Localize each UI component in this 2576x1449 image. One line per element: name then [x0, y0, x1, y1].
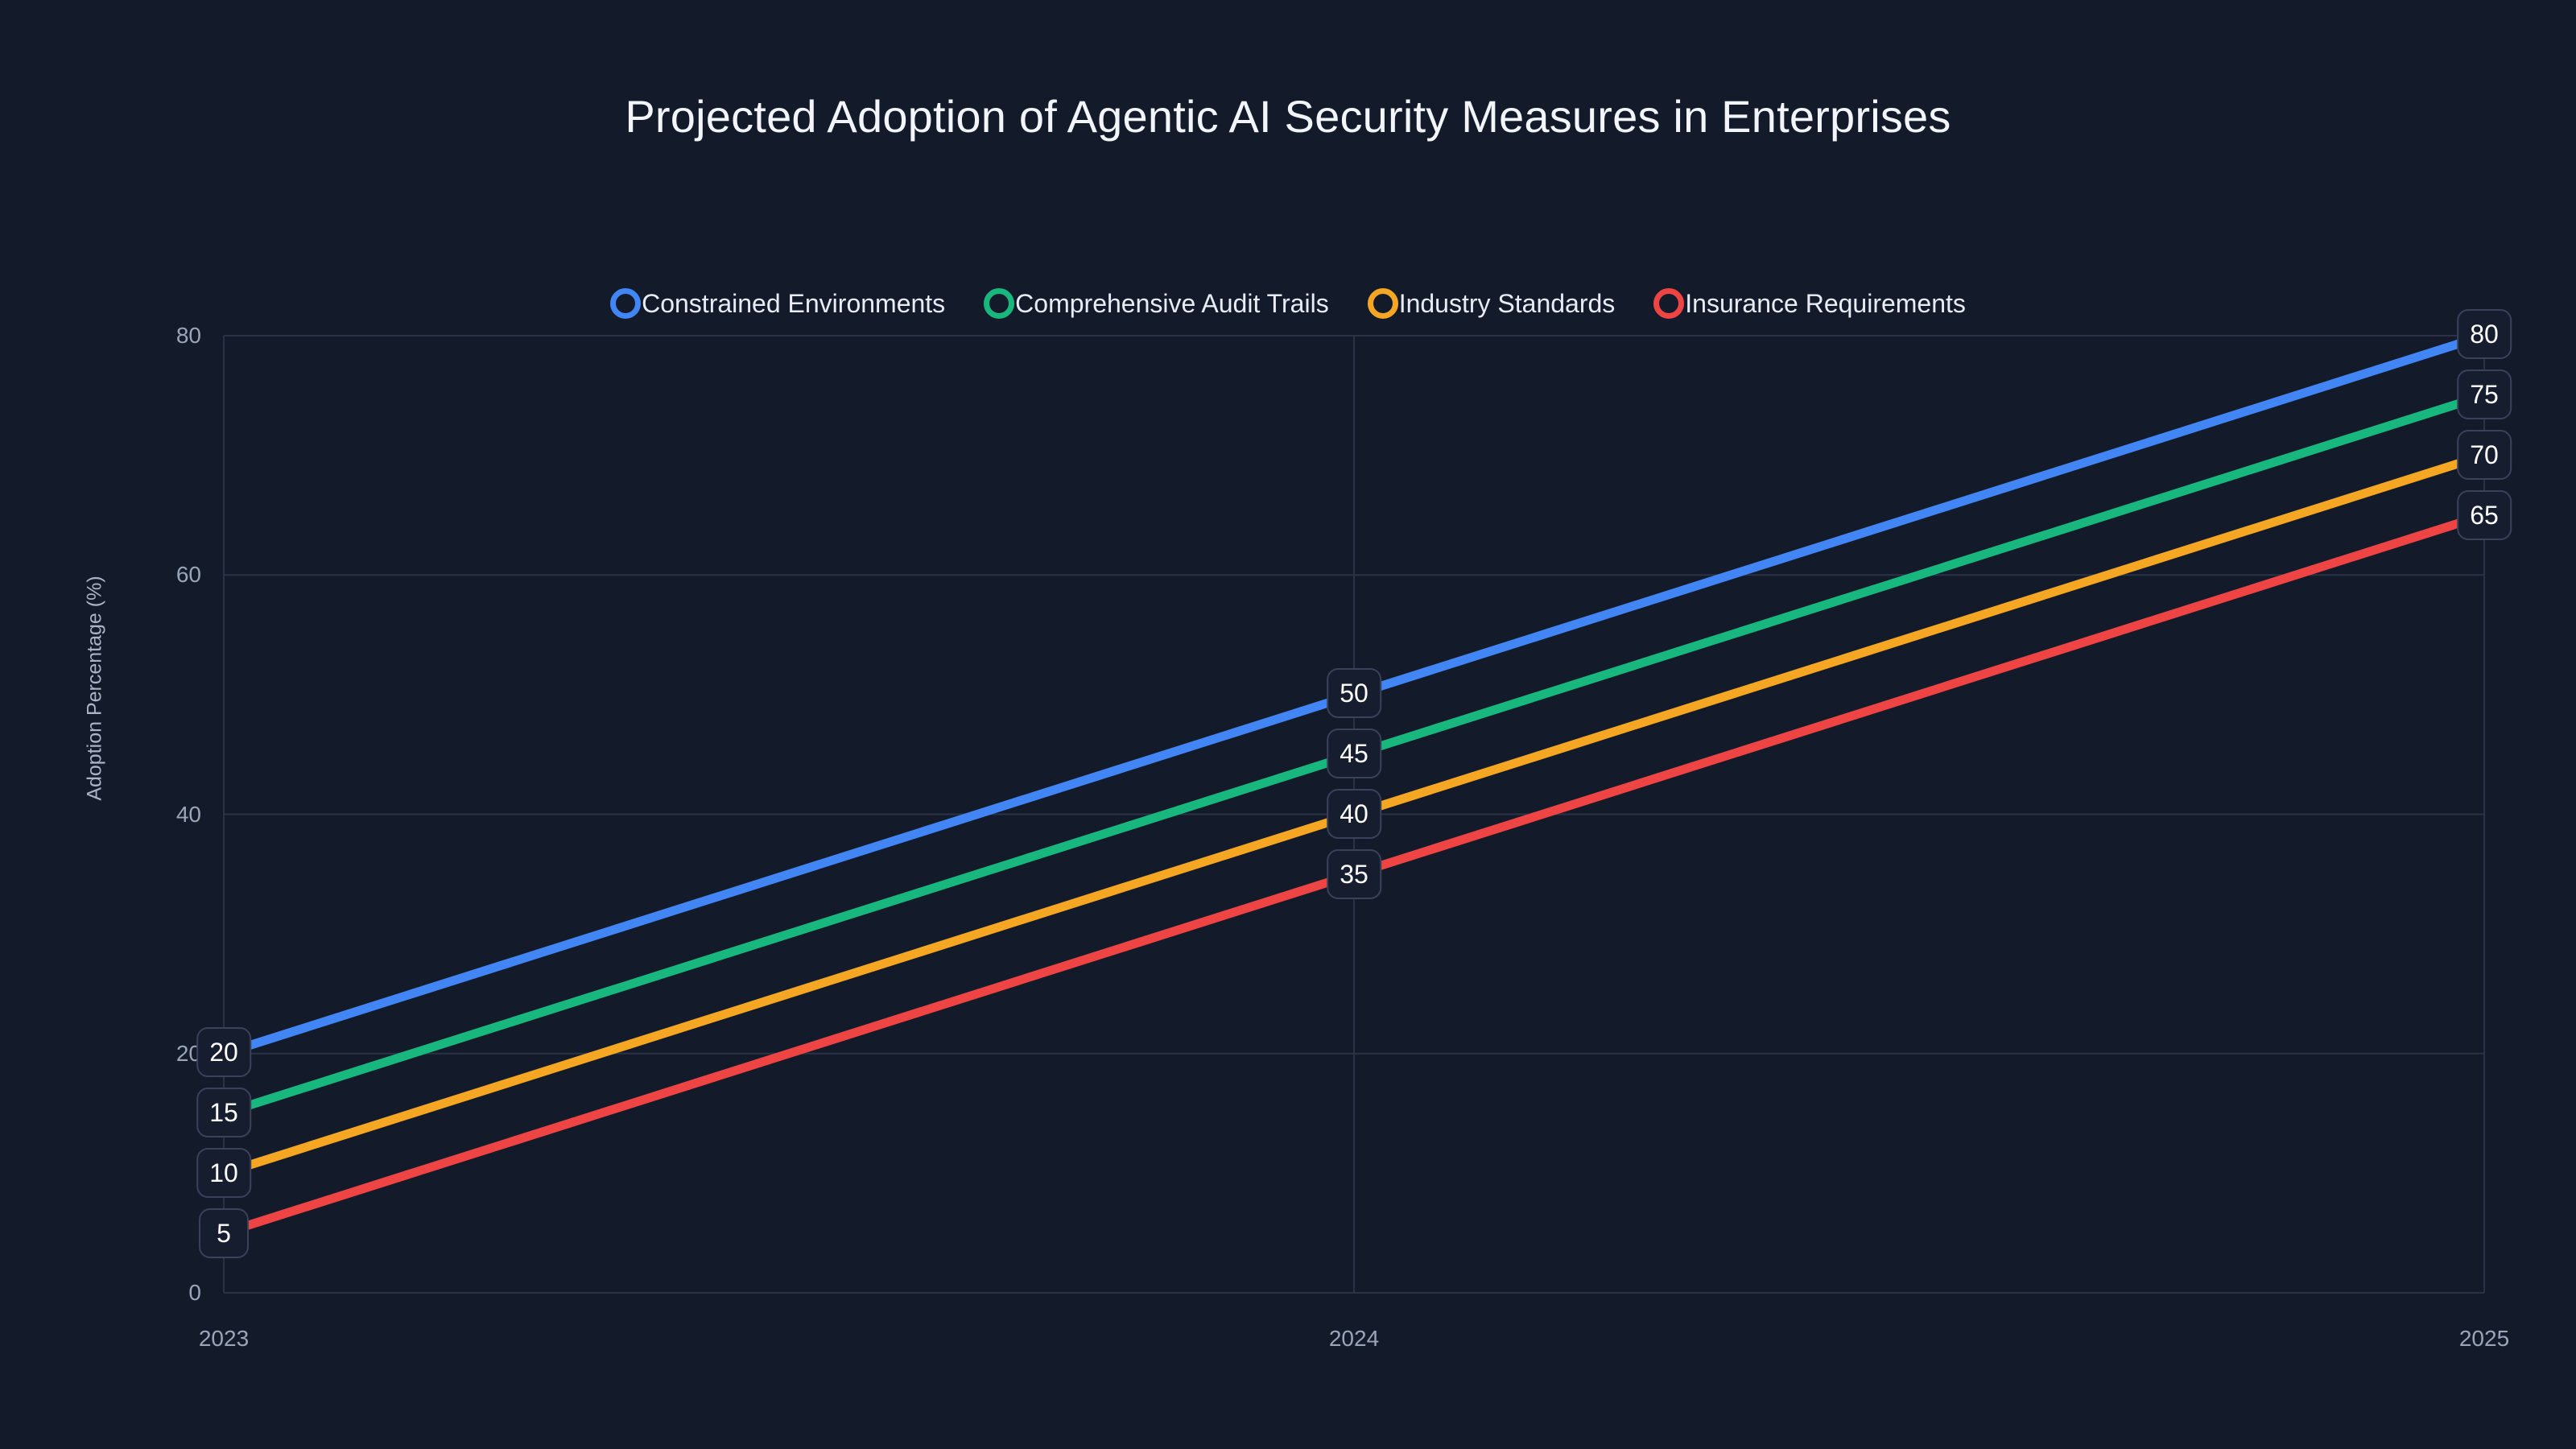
legend-ring-icon-industry-standards: [1367, 288, 1398, 319]
data-label-chip: 35: [1327, 848, 1381, 899]
data-label-chip: 65: [2457, 489, 2512, 540]
chart-legend: Constrained Environments Comprehensive A…: [0, 288, 2576, 319]
legend-label-industry-standards: Industry Standards: [1398, 289, 1616, 318]
y-axis-title: Adoption Percentage (%): [83, 576, 106, 801]
legend-item-insurance-requirements[interactable]: Insurance Requirements: [1653, 288, 1966, 319]
legend-item-industry-standards[interactable]: Industry Standards: [1367, 288, 1616, 319]
data-label-chip: 10: [196, 1147, 251, 1198]
x-tick-label: 2025: [2458, 1326, 2510, 1351]
data-label-chip: 40: [1327, 788, 1381, 839]
legend-label-insurance-requirements: Insurance Requirements: [1685, 289, 1966, 318]
data-label-chip: 5: [199, 1208, 249, 1258]
y-tick-label: 0: [188, 1280, 201, 1305]
legend-label-constrained-environments: Constrained Environments: [642, 289, 946, 318]
data-label-chip: 45: [1327, 728, 1381, 778]
y-tick-label: 20: [175, 1040, 201, 1066]
y-tick-label: 40: [175, 801, 201, 827]
legend-ring-icon-comprehensive-audit-trails: [984, 288, 1015, 319]
data-label-chip: 15: [196, 1087, 251, 1137]
legend-item-constrained-environments[interactable]: Constrained Environments: [610, 288, 945, 319]
data-label-chip: 75: [2457, 369, 2512, 419]
legend-ring-icon-constrained-environments: [610, 288, 642, 319]
legend-ring-icon-insurance-requirements: [1653, 288, 1685, 319]
data-label-chip: 70: [2457, 429, 2512, 480]
legend-item-comprehensive-audit-trails[interactable]: Comprehensive Audit Trails: [984, 288, 1329, 319]
data-label-chip: 50: [1327, 667, 1381, 718]
x-tick-label: 2023: [198, 1326, 250, 1351]
data-label-chip: 20: [196, 1026, 251, 1077]
legend-label-comprehensive-audit-trails: Comprehensive Audit Trails: [1015, 289, 1329, 318]
data-label-chip: 80: [2457, 308, 2512, 359]
y-tick-label: 60: [175, 562, 201, 588]
y-tick-label: 80: [175, 323, 201, 348]
x-tick-label: 2024: [1328, 1326, 1380, 1351]
chart-title: Projected Adoption of Agentic AI Securit…: [625, 91, 1951, 142]
